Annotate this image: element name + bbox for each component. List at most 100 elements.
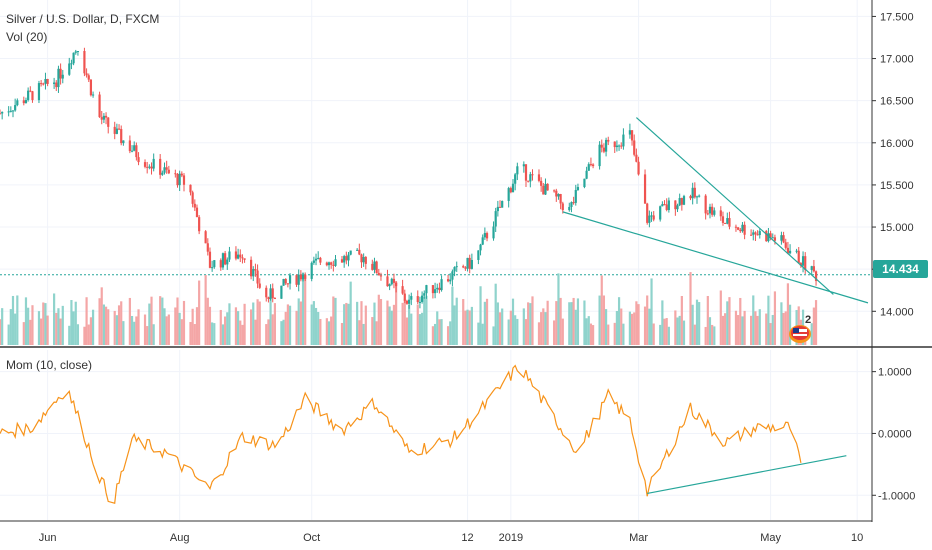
volume-bar — [137, 309, 140, 345]
time-tick-label: Mar — [629, 532, 648, 544]
candle-body — [295, 275, 298, 285]
candle-body — [462, 266, 465, 268]
candle-body — [674, 200, 677, 210]
candle-body — [643, 174, 647, 204]
volume-bar — [206, 297, 209, 345]
candle-body — [633, 140, 636, 155]
volume-bar — [24, 297, 28, 345]
candle-body — [358, 249, 361, 255]
candle-body — [501, 200, 504, 208]
volume-bar — [698, 302, 701, 345]
volume-bar — [691, 304, 694, 345]
candle-body — [691, 187, 694, 199]
volume-bar — [254, 319, 257, 345]
candle-body — [163, 167, 166, 173]
volume-bar — [704, 326, 707, 345]
volume-bar — [743, 310, 746, 345]
volume-bar — [420, 312, 424, 345]
volume-bar — [102, 304, 106, 345]
candle-body — [622, 134, 625, 147]
candle-body — [451, 271, 454, 280]
volume-bar — [711, 324, 714, 345]
volume-bar — [613, 322, 616, 345]
candle-body — [494, 211, 497, 227]
candle-body — [652, 215, 655, 220]
candle-body — [559, 194, 562, 204]
grid-lines — [0, 0, 872, 520]
candle-body — [208, 251, 212, 268]
volume-bar — [754, 311, 757, 345]
candle-body — [76, 50, 80, 52]
volume-bar — [76, 324, 80, 345]
volume-bar — [591, 325, 595, 345]
candle-body — [74, 51, 77, 53]
volume-bar — [219, 309, 222, 345]
candle-body — [22, 100, 25, 104]
candle-body — [314, 258, 318, 261]
candle-body — [814, 271, 818, 282]
volume-bar — [249, 309, 253, 345]
candle-body — [211, 267, 214, 269]
volume-bar — [462, 299, 465, 345]
volume-bar — [269, 294, 272, 345]
candle-body — [799, 263, 802, 266]
candle-body — [780, 235, 783, 241]
volume-bar — [243, 303, 246, 345]
volume-bar — [449, 321, 452, 345]
candle-body — [801, 256, 805, 266]
candle-body — [721, 216, 725, 223]
time-axis[interactable]: Jun Aug Oct 12 2019 Mar May 10 — [39, 532, 864, 544]
volume-bar — [280, 321, 283, 345]
candle-body — [464, 267, 467, 269]
candle-body — [46, 78, 49, 84]
candle-body — [258, 283, 261, 288]
candle-body — [356, 249, 359, 251]
volume-bar — [663, 318, 666, 345]
flag-icon[interactable]: 2 — [788, 314, 822, 346]
candle-body — [483, 233, 486, 238]
volume-bar — [191, 308, 194, 345]
candle-body — [241, 257, 244, 259]
candle-body — [737, 227, 740, 230]
volume-bar — [678, 315, 681, 345]
candle-body — [663, 204, 666, 206]
volume-bar — [676, 317, 679, 345]
volume-bar — [252, 302, 255, 345]
volume-bar — [59, 318, 62, 345]
price-trendline — [635, 117, 834, 295]
candle-body — [299, 274, 302, 280]
candle-body — [782, 235, 785, 243]
momentum-label: Mom (10, close) — [6, 358, 93, 372]
candle-body — [221, 253, 225, 268]
momentum-axis[interactable]: -1.0000 0.0000 1.0000 — [872, 367, 915, 503]
volume-bar — [659, 324, 662, 345]
volume-bar — [22, 322, 25, 345]
volume-bar — [724, 313, 727, 345]
volume-bar — [104, 306, 108, 345]
candle-body — [150, 166, 153, 169]
candle-body — [511, 183, 515, 193]
volume-bar — [617, 297, 621, 345]
volume-bar — [529, 303, 532, 345]
volume-bar — [784, 311, 787, 345]
candle-body — [769, 233, 772, 238]
candle-body — [797, 250, 800, 264]
volume-bar — [741, 316, 744, 345]
volume-bar — [11, 295, 15, 345]
candle-body — [392, 278, 396, 283]
volume-bar — [572, 297, 575, 345]
trendlines[interactable] — [562, 117, 869, 495]
volume-bar — [100, 287, 103, 345]
candle-body — [598, 144, 601, 167]
candle-body — [613, 141, 616, 148]
candle-body — [70, 63, 73, 65]
candle-body — [650, 215, 653, 217]
candle-body — [724, 222, 727, 224]
candle-body — [249, 259, 253, 277]
volume-bar — [271, 314, 274, 345]
candle-body — [527, 180, 530, 182]
candle-body — [607, 139, 610, 142]
volume-bar — [602, 295, 606, 345]
volume-bar — [122, 321, 125, 345]
